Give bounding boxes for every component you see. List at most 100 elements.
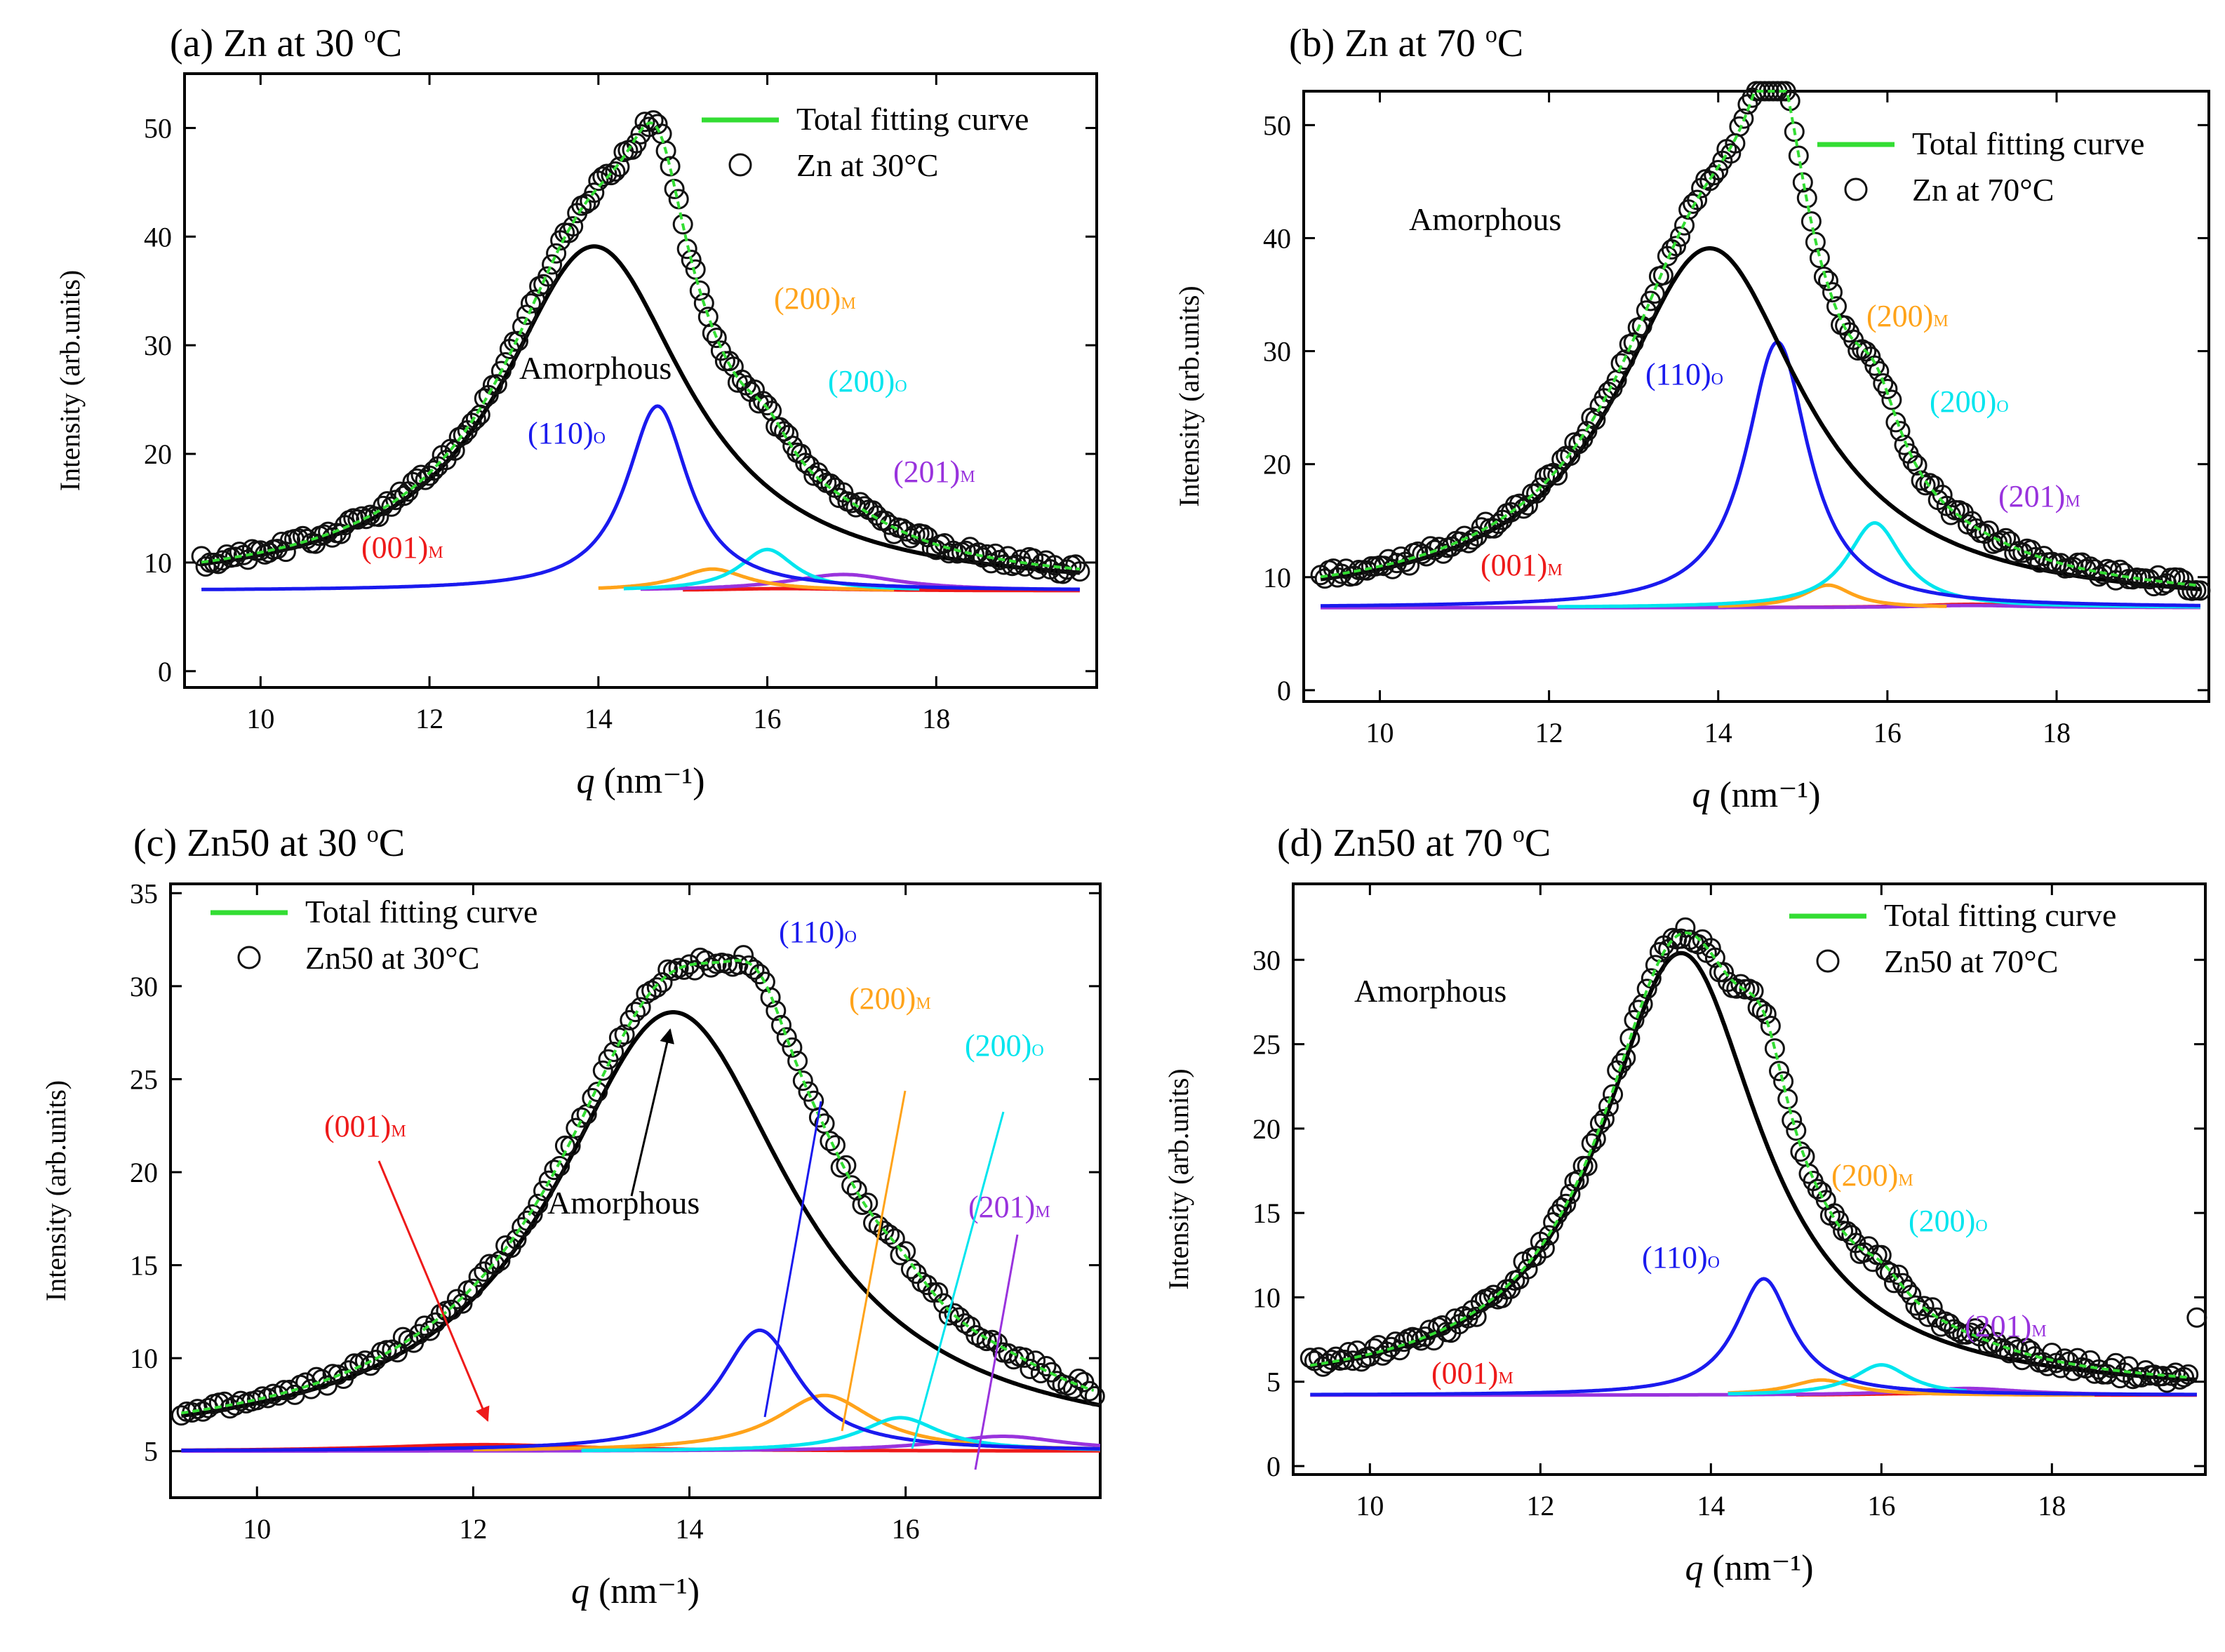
data-point — [566, 1117, 587, 1139]
data-point — [441, 1299, 462, 1320]
y-tick-label: 25 — [130, 1063, 158, 1095]
data-point — [360, 1355, 381, 1376]
data-point — [1623, 332, 1644, 353]
data-point — [1818, 270, 1838, 291]
peak-label-p201m: (201)M — [893, 455, 975, 489]
data-point — [1598, 1096, 1619, 1117]
data-point — [825, 1135, 846, 1156]
y-axis-label: Intensity (arb.units) — [40, 1080, 72, 1302]
data-point — [1769, 1061, 1789, 1082]
data-point — [389, 481, 410, 502]
data-point — [1063, 1378, 1083, 1399]
data-point — [2012, 542, 2033, 563]
y-tick-label: 35 — [130, 878, 158, 909]
x-tick-label: 18 — [2038, 1490, 2066, 1522]
data-point — [787, 1051, 808, 1071]
x-tick-label: 12 — [1535, 717, 1563, 748]
legend-total-label: Total fitting curve — [305, 894, 537, 929]
data-point — [689, 280, 710, 301]
amorphous-label: Amorphous — [547, 1185, 700, 1221]
data-point — [563, 216, 584, 237]
data-point — [646, 977, 667, 998]
data-point — [1687, 189, 1708, 210]
amorphous-label: Amorphous — [1409, 201, 1561, 237]
data-point — [672, 214, 693, 235]
data-point — [1782, 1110, 1803, 1131]
y-tick-label: 0 — [158, 656, 172, 687]
data-point — [1610, 353, 1631, 374]
data-point — [1666, 236, 1686, 257]
peak-curve-p201m — [1321, 603, 2200, 610]
data-point — [537, 266, 559, 287]
data-point — [279, 1379, 300, 1400]
data-point — [516, 1210, 537, 1231]
data-point — [1902, 450, 1923, 471]
data-point — [1589, 1113, 1610, 1134]
y-tick-label: 15 — [130, 1250, 158, 1282]
data-point — [508, 330, 528, 351]
x-tick-label: 12 — [459, 1513, 487, 1545]
x-tick-label: 10 — [1356, 1490, 1384, 1522]
data-point — [1713, 962, 1735, 983]
data-point — [693, 293, 714, 314]
data-point — [625, 1002, 646, 1023]
data-point — [584, 182, 605, 203]
y-tick-label: 10 — [1263, 562, 1291, 593]
data-point — [2041, 1343, 2062, 1364]
total-fit-curve — [1310, 931, 2189, 1379]
data-point — [857, 1193, 878, 1214]
data-point — [1478, 1287, 1499, 1308]
data-point — [1932, 485, 1953, 505]
peak-label-p200m: (200)M — [849, 981, 931, 1016]
data-point — [1014, 1347, 1035, 1368]
data-point — [719, 351, 740, 372]
x-axis-label: q (nm⁻¹) — [1685, 1548, 1813, 1588]
data-point — [1913, 1296, 1935, 1317]
y-axis-label: Intensity (arb.units) — [1163, 1068, 1194, 1290]
legend-data-swatch — [237, 946, 261, 969]
chart-b-svg: (b) Zn at 70 oC 10 12 14 16 18 0 10 20 30 40 50 q (n… — [1173, 22, 2211, 815]
data-point — [1775, 81, 1796, 102]
data-point — [1708, 160, 1729, 180]
data-point — [338, 1360, 359, 1381]
legend-total-label: Total fitting curve — [1912, 126, 2144, 161]
y-tick-label: 30 — [1263, 336, 1291, 368]
x-axis-label: q (nm⁻¹) — [576, 761, 704, 801]
legend-data-label: Zn at 30°C — [796, 147, 938, 183]
data-point — [1880, 1262, 1900, 1283]
data-point — [1869, 361, 1890, 382]
data-point — [1683, 193, 1704, 214]
peak-label-p201m: (201)M — [1998, 479, 2080, 513]
data-point — [1960, 1322, 1982, 1343]
peak-label-p200m: (200)M — [1866, 299, 1949, 333]
chart-title: (c) Zn50 at 30 oC — [133, 821, 405, 865]
peak-curve-p110o — [201, 404, 1081, 591]
data-point — [1675, 917, 1696, 938]
data-point — [1911, 470, 1932, 491]
data-point — [1786, 1120, 1807, 1141]
data-point — [1881, 389, 1902, 410]
data-point — [544, 1160, 565, 1181]
data-point — [1466, 1306, 1487, 1327]
peak-label-p001m: (001)M — [324, 1109, 406, 1143]
data-point — [1901, 1284, 1922, 1305]
data-point — [605, 161, 626, 182]
chart-c-svg: (c) Zn50 at 30 oC 10 12 14 16 5 10 15 20 25 30 35 q … — [40, 821, 1105, 1611]
legend-total-label: Total fitting curve — [796, 101, 1029, 137]
data-point — [1636, 979, 1657, 1000]
data-point — [1611, 1053, 1632, 1074]
data-point — [2037, 1355, 2058, 1376]
data-point — [344, 1353, 365, 1374]
data-point — [846, 1180, 867, 1201]
data-point — [352, 506, 373, 527]
data-point — [1321, 1350, 1342, 1371]
data-point — [1084, 1385, 1105, 1406]
data-point — [1700, 938, 1721, 959]
y-tick-label: 15 — [1252, 1197, 1281, 1229]
data-point — [700, 957, 721, 978]
y-tick-label: 0 — [1277, 675, 1291, 706]
data-point — [820, 1131, 841, 1152]
peak-label-p201m: (201)M — [1965, 1309, 2047, 1343]
data-point — [516, 304, 537, 325]
legend-data-label: Zn50 at 30°C — [305, 940, 479, 976]
